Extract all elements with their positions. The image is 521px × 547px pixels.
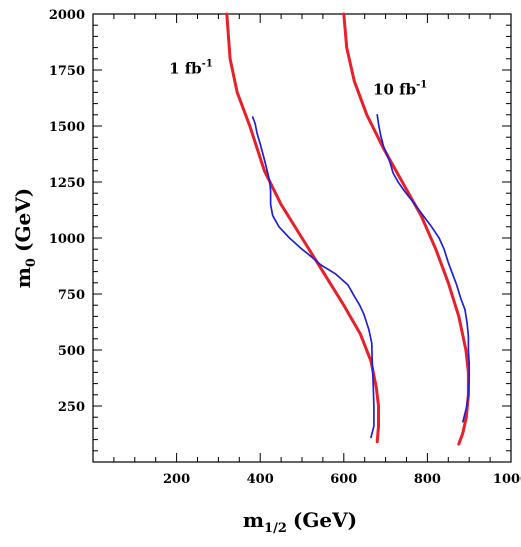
luminosity-label: 1 fb-1 [169,58,213,77]
y-tick-label: 1250 [49,176,85,191]
y-tick-label: 750 [58,288,85,303]
y-tick-label: 1750 [49,64,85,79]
x-tick-label: 800 [414,472,441,487]
x-tick-label: 200 [163,472,190,487]
x-axis-title: m1/2 (GeV) [243,508,357,536]
annotations: 1 fb-1 10 fb-1 [169,58,427,98]
scan-curve-3 [376,113,471,423]
x-tick-label: 400 [247,472,274,487]
scan-curve-1 [251,116,375,439]
y-tick-label: 2000 [49,8,85,23]
luminosity-label: 10 fb-1 [373,80,427,99]
y-axis-title: m0(GeV) [11,188,39,288]
x-tick-label: 1000 [493,472,521,487]
smooth-curve-0 [225,12,380,444]
y-tick-label: 250 [58,400,85,415]
smooth-curve-2 [342,12,470,446]
y-tick-label: 500 [58,344,85,359]
curves [225,12,471,446]
y-tick-label: 1000 [49,232,85,247]
ticks [92,13,512,463]
x-tick-label: 600 [330,472,357,487]
tick-labels: 200 400 600 800 1000 250 500 750 1000 1250 1500 175… [49,8,521,487]
y-tick-label: 1500 [49,120,85,135]
